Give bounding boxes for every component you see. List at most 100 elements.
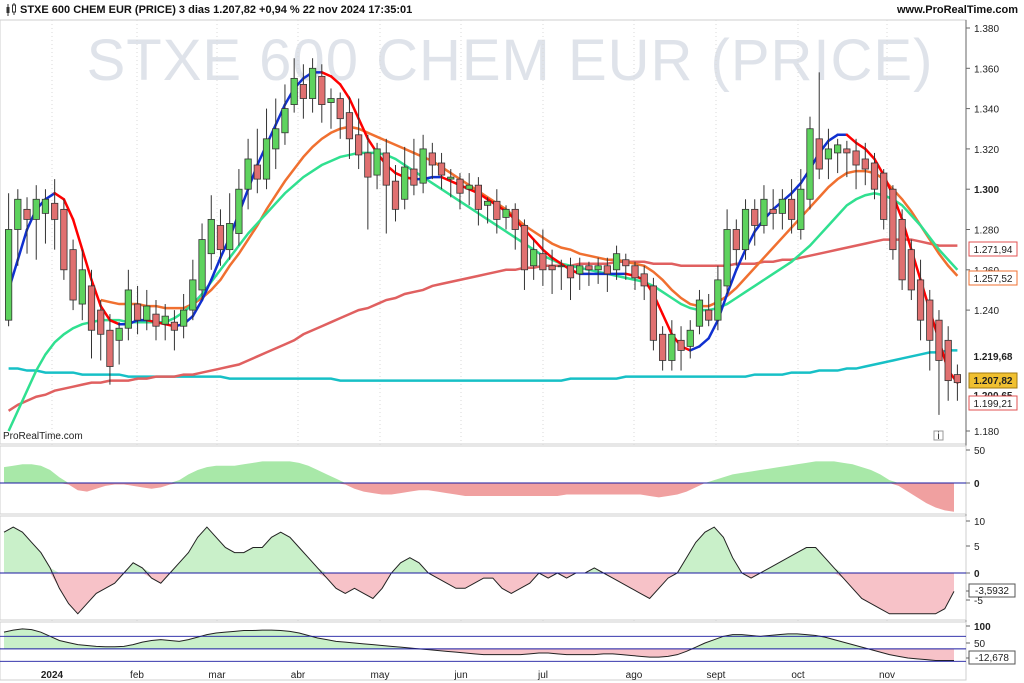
candle[interactable] xyxy=(14,189,22,266)
candle[interactable] xyxy=(60,199,68,280)
candle[interactable] xyxy=(539,229,547,286)
candle[interactable] xyxy=(299,64,307,119)
candle[interactable] xyxy=(484,197,492,224)
candle[interactable] xyxy=(622,253,630,280)
candle[interactable] xyxy=(502,205,510,230)
candle[interactable] xyxy=(152,300,160,341)
candle[interactable] xyxy=(97,300,105,361)
candle[interactable] xyxy=(870,152,879,200)
candle[interactable] xyxy=(585,261,593,286)
candle[interactable] xyxy=(953,364,961,401)
candle[interactable] xyxy=(787,179,796,234)
candle[interactable] xyxy=(880,169,888,230)
candle[interactable] xyxy=(180,293,188,339)
candle[interactable] xyxy=(760,185,768,234)
candle[interactable] xyxy=(806,116,814,210)
candle[interactable] xyxy=(493,189,501,234)
candle[interactable] xyxy=(576,257,584,290)
candle[interactable] xyxy=(861,142,869,186)
candle[interactable] xyxy=(78,249,86,321)
candle[interactable] xyxy=(87,269,96,359)
candle[interactable] xyxy=(419,134,427,194)
candle[interactable] xyxy=(5,193,13,327)
candle[interactable] xyxy=(216,209,225,266)
candle[interactable] xyxy=(115,322,123,365)
candle[interactable] xyxy=(843,140,851,178)
info-icon[interactable] xyxy=(933,430,944,441)
candle[interactable] xyxy=(530,239,538,280)
candle[interactable] xyxy=(226,193,234,260)
candle[interactable] xyxy=(677,326,685,371)
candle[interactable] xyxy=(253,128,261,194)
candle[interactable] xyxy=(133,285,142,335)
candle[interactable] xyxy=(401,146,409,210)
candle[interactable] xyxy=(327,88,335,129)
candle[interactable] xyxy=(705,293,713,327)
candle[interactable] xyxy=(143,289,151,331)
candle[interactable] xyxy=(594,257,602,284)
candle[interactable] xyxy=(345,96,354,159)
candle[interactable] xyxy=(714,265,722,331)
candle[interactable] xyxy=(391,165,400,222)
candle[interactable] xyxy=(382,138,390,234)
candle[interactable] xyxy=(189,259,197,321)
candle[interactable] xyxy=(612,245,621,280)
candle[interactable] xyxy=(834,138,842,174)
candle[interactable] xyxy=(824,128,833,180)
candle[interactable] xyxy=(769,189,777,230)
candle[interactable] xyxy=(161,304,169,341)
candle[interactable] xyxy=(244,138,252,210)
candle[interactable] xyxy=(686,320,694,359)
candle[interactable] xyxy=(32,185,40,260)
candle[interactable] xyxy=(723,209,731,294)
candle[interactable] xyxy=(373,142,381,190)
candle[interactable] xyxy=(106,314,114,385)
candle[interactable] xyxy=(741,199,750,260)
candle[interactable] xyxy=(631,261,639,290)
candle[interactable] xyxy=(336,92,344,139)
candle[interactable] xyxy=(815,72,823,180)
candle[interactable] xyxy=(437,152,446,190)
candle[interactable] xyxy=(290,58,298,113)
candle[interactable] xyxy=(447,169,455,198)
candle[interactable] xyxy=(69,239,77,311)
candle[interactable] xyxy=(170,310,179,351)
candle[interactable] xyxy=(603,257,611,292)
candle[interactable] xyxy=(456,173,464,210)
candle[interactable] xyxy=(898,209,906,290)
candle[interactable] xyxy=(308,58,317,113)
candle[interactable] xyxy=(926,289,934,371)
candle[interactable] xyxy=(935,310,943,415)
candle[interactable] xyxy=(668,320,676,371)
candle[interactable] xyxy=(520,219,529,290)
candle[interactable] xyxy=(51,179,59,250)
candle[interactable] xyxy=(797,169,805,240)
candle[interactable] xyxy=(732,219,740,266)
candle[interactable] xyxy=(281,84,289,145)
candle[interactable] xyxy=(318,64,326,123)
candle[interactable] xyxy=(889,185,897,260)
candle[interactable] xyxy=(944,326,952,401)
candle[interactable] xyxy=(640,265,648,301)
candle[interactable] xyxy=(511,203,519,250)
candle[interactable] xyxy=(916,259,925,341)
candle[interactable] xyxy=(778,189,786,230)
candle[interactable] xyxy=(557,259,565,290)
candle[interactable] xyxy=(198,223,206,301)
candle[interactable] xyxy=(907,239,915,301)
candle[interactable] xyxy=(428,142,436,180)
candle[interactable] xyxy=(751,199,759,246)
candle[interactable] xyxy=(548,249,556,294)
candle[interactable] xyxy=(566,257,575,301)
candle[interactable] xyxy=(355,98,363,170)
candle[interactable] xyxy=(852,138,860,190)
candle[interactable] xyxy=(124,269,132,341)
candle[interactable] xyxy=(262,108,271,190)
candle[interactable] xyxy=(272,98,280,170)
candle[interactable] xyxy=(41,189,50,244)
candle[interactable] xyxy=(474,177,482,226)
candle[interactable] xyxy=(235,169,243,246)
candle[interactable] xyxy=(465,173,473,206)
candle[interactable] xyxy=(364,134,372,230)
